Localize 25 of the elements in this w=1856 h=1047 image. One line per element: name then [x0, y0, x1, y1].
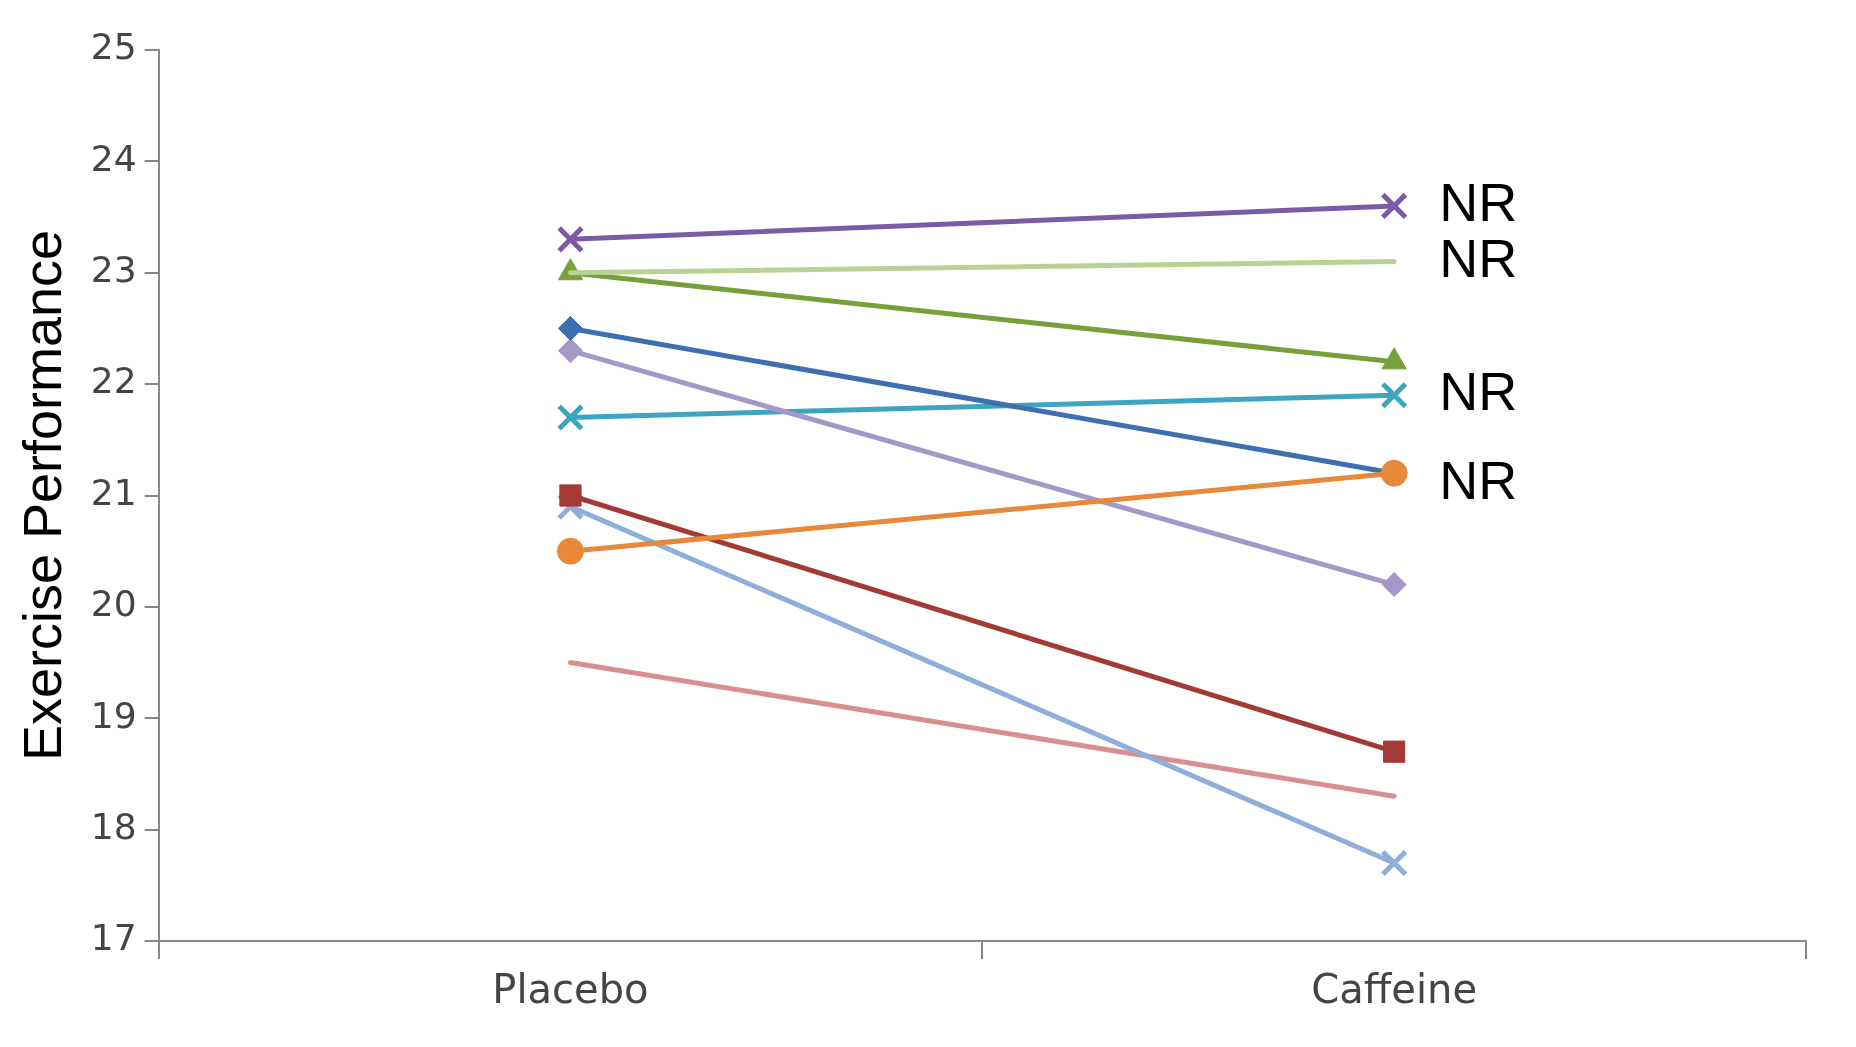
point — [557, 338, 583, 364]
point — [559, 484, 582, 507]
y-tick-label: 21 — [90, 471, 137, 513]
annotation: NR — [1439, 361, 1518, 422]
y-tick-label: 22 — [90, 360, 137, 402]
y-tick-label: 25 — [90, 26, 137, 68]
y-tick-label: 20 — [90, 583, 137, 625]
point — [556, 225, 585, 254]
y-axis-title: Exercise Performance — [12, 229, 73, 762]
point — [1380, 381, 1408, 410]
point — [556, 537, 584, 565]
point — [1381, 572, 1407, 598]
y-tick-label: 24 — [90, 137, 137, 179]
annotation: NR — [1439, 450, 1518, 511]
x-tick-label: Caffeine — [1311, 966, 1477, 1013]
y-tick-label: 17 — [90, 917, 137, 959]
x-tick-label: Placebo — [492, 966, 649, 1013]
y-tick-label: 18 — [90, 805, 137, 847]
point — [557, 315, 583, 341]
point — [1383, 740, 1406, 763]
point — [1380, 849, 1408, 877]
point — [1380, 192, 1408, 220]
point — [556, 403, 585, 432]
y-tick-label: 19 — [90, 694, 137, 736]
y-tick-label: 23 — [90, 249, 137, 291]
